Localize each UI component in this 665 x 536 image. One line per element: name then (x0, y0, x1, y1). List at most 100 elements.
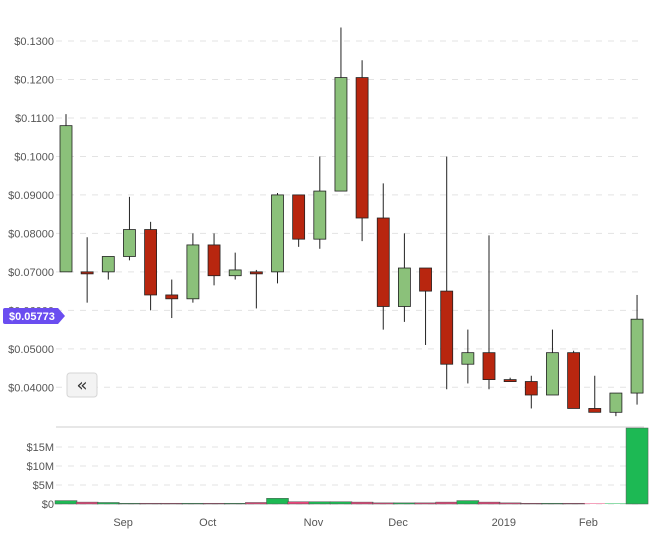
price-tick-label: $0.1300 (14, 36, 54, 48)
candle-body (144, 229, 158, 296)
price-tick-label: $0.09000 (8, 190, 54, 202)
candle-body (313, 190, 327, 240)
candle (503, 377, 517, 383)
volume-bar (541, 502, 564, 505)
volume-bar (562, 502, 585, 505)
volume-tick-label: $15M (26, 442, 54, 454)
volume-axis-ticks: $0 $5M $10M $15M (26, 442, 54, 511)
volume-bar (266, 498, 289, 505)
double-chevron-left-icon[interactable]: « (76, 375, 87, 396)
candle (313, 156, 327, 249)
candle-body (397, 267, 411, 307)
candle (355, 60, 369, 242)
collapse-button-bg[interactable] (66, 372, 98, 398)
volume-tick-label: $5M (33, 480, 54, 492)
candle (271, 192, 284, 284)
candle (165, 279, 179, 319)
candle-body (334, 77, 348, 192)
candle-body (419, 267, 432, 292)
volume-bar (583, 503, 606, 504)
volume-bar (393, 502, 416, 505)
volume-bar (477, 501, 501, 505)
candle (123, 196, 136, 261)
candle (292, 194, 306, 247)
candle (101, 256, 115, 280)
candle-body (165, 294, 179, 300)
volume-bar (520, 502, 543, 505)
candle-body (440, 290, 454, 365)
x-axis-labels: Sep Oct Nov Dec 2019 Feb (113, 517, 598, 529)
candle-body (609, 392, 623, 413)
x-axis-label: 2019 (492, 517, 516, 529)
price-tick-label: $0.08000 (8, 228, 54, 240)
candle-body (546, 352, 559, 396)
x-axis-label: Nov (304, 517, 324, 529)
candle (567, 350, 580, 409)
candle (207, 233, 221, 286)
candle-body (292, 194, 306, 240)
candle (524, 375, 538, 409)
candle (482, 235, 496, 390)
candle (228, 252, 242, 280)
candle-body (588, 408, 602, 413)
candle (376, 183, 390, 330)
volume-bar (414, 502, 437, 505)
candle-body (567, 352, 580, 409)
price-grid (56, 40, 644, 388)
candle-body (186, 244, 200, 300)
candle-body (630, 318, 644, 394)
volume-tick-label: $0 (42, 499, 54, 511)
candle (419, 267, 432, 345)
candle-body (271, 194, 284, 273)
candle (461, 329, 475, 384)
candle (397, 233, 411, 322)
volume-bar (118, 502, 141, 505)
x-axis-label: Oct (199, 517, 216, 529)
candle (630, 294, 644, 405)
volume-tick-label: $10M (26, 461, 54, 473)
price-tick-label: $0.05000 (8, 344, 54, 356)
candle-body (524, 381, 538, 396)
volume-bar (350, 501, 374, 505)
price-tick-label: $0.1100 (15, 113, 54, 125)
candle-body (355, 77, 369, 219)
candle (59, 114, 73, 273)
current-price-tag-shape (3, 308, 65, 324)
volume-bar (329, 501, 353, 505)
volume-bar (625, 427, 649, 505)
volume-bar (223, 502, 247, 505)
volume-bar (372, 502, 395, 505)
candle-body (207, 244, 221, 277)
price-tick-label: $0.1000 (14, 151, 54, 163)
volume-bar (604, 503, 627, 504)
candle-body (101, 256, 115, 273)
volume-bar (435, 501, 458, 505)
candle (80, 237, 94, 303)
volume-bar (202, 502, 226, 505)
price-axis-ticks: $0.04000$0.05000$0.06000$0.07000$0.08000… (8, 36, 54, 394)
collapse-button[interactable]: « (66, 372, 98, 398)
volume-bar (456, 500, 480, 505)
current-price-tag: $0.05773 (3, 308, 65, 324)
volume-bar (139, 502, 162, 505)
volume-bar (287, 501, 310, 505)
candle-body (123, 229, 136, 257)
current-price-label: $0.05773 (9, 311, 55, 323)
candle-body (228, 269, 242, 277)
candle (144, 221, 158, 311)
candle-body (249, 271, 263, 275)
volume-bar (245, 502, 268, 505)
volume-grid (56, 446, 644, 505)
candle-body (503, 379, 517, 383)
volume-bar (97, 502, 120, 505)
x-axis-label: Sep (113, 517, 133, 529)
candle (334, 27, 348, 192)
candle-body (59, 125, 73, 273)
candle (546, 329, 559, 396)
volume-bar (498, 502, 522, 505)
volume-bar (308, 501, 332, 505)
price-tick-label: $0.04000 (8, 382, 54, 394)
candle (249, 269, 263, 309)
